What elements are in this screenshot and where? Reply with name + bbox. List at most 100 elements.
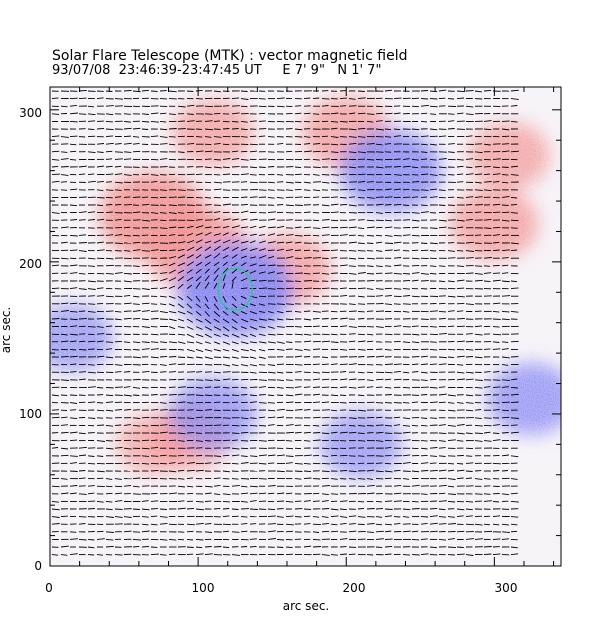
field-vector (411, 470, 420, 473)
field-vector (96, 241, 104, 244)
field-vector (510, 203, 518, 206)
field-vector (240, 431, 249, 434)
field-vector (105, 485, 113, 488)
field-vector (339, 500, 348, 502)
field-vector (186, 269, 193, 274)
field-vector (294, 128, 303, 131)
field-vector (267, 508, 276, 511)
field-vector (276, 386, 284, 389)
field-vector (402, 417, 410, 420)
field-vector (366, 226, 375, 229)
field-vector (213, 311, 221, 317)
field-vector (438, 523, 447, 525)
field-vector (105, 409, 114, 412)
field-vector (465, 508, 473, 511)
field-vector (222, 386, 230, 389)
field-vector (339, 553, 347, 556)
field-vector (303, 409, 311, 411)
field-vector (267, 303, 276, 305)
field-vector (177, 241, 186, 244)
field-vector (429, 272, 437, 275)
field-vector (159, 522, 168, 525)
field-vector (384, 242, 394, 244)
field-vector (240, 277, 248, 282)
field-vector (213, 267, 220, 274)
field-vector (258, 440, 267, 442)
field-vector (492, 181, 500, 183)
field-vector (69, 470, 78, 472)
field-vector (51, 173, 60, 176)
field-vector (177, 348, 185, 351)
field-vector (501, 272, 509, 274)
field-vector (294, 447, 302, 450)
field-vector (474, 211, 482, 214)
field-vector (213, 379, 221, 381)
field-vector (195, 379, 204, 381)
field-vector (303, 500, 311, 502)
field-vector (438, 219, 447, 222)
field-vector (321, 554, 330, 556)
field-vector (447, 485, 455, 488)
field-vector (366, 310, 374, 312)
field-vector (222, 454, 230, 457)
field-vector (267, 409, 276, 412)
field-vector (294, 333, 303, 336)
field-vector (456, 173, 464, 176)
field-vector (240, 386, 248, 389)
field-vector (321, 462, 330, 465)
field-vector (240, 158, 249, 161)
field-vector (303, 318, 312, 321)
field-vector (456, 317, 465, 320)
field-vector (501, 470, 509, 472)
field-vector (384, 394, 392, 396)
field-vector (177, 363, 186, 366)
field-vector (195, 500, 204, 503)
field-vector (492, 424, 500, 426)
field-vector (177, 440, 185, 442)
field-vector (231, 225, 240, 229)
field-vector (240, 500, 248, 503)
field-vector (231, 364, 239, 367)
field-vector (69, 249, 78, 252)
field-vector (465, 196, 474, 198)
field-vector (330, 257, 338, 259)
plot-subtitle: 93/07/08 23:46:39-23:47:45 UT E 7' 9" N … (52, 63, 382, 78)
field-vector (366, 333, 374, 336)
field-vector (123, 89, 132, 92)
field-vector (87, 310, 96, 313)
field-vector (195, 356, 203, 359)
field-vector (492, 310, 500, 313)
field-vector (222, 158, 231, 160)
field-vector (294, 295, 303, 297)
field-vector (141, 508, 150, 511)
field-vector (429, 507, 438, 510)
field-vector (69, 340, 77, 343)
field-vector (510, 242, 519, 245)
field-vector (258, 279, 267, 282)
field-vector (222, 326, 230, 332)
field-vector (429, 310, 438, 312)
field-vector (438, 332, 447, 335)
field-vector (438, 89, 447, 92)
field-vector (357, 516, 366, 518)
field-vector (204, 462, 212, 464)
field-vector (276, 181, 284, 183)
field-vector (249, 256, 257, 259)
field-vector (123, 135, 132, 138)
field-vector (384, 523, 392, 526)
field-vector (510, 249, 518, 252)
field-vector (330, 530, 339, 533)
field-vector (474, 151, 483, 154)
field-vector (456, 462, 464, 465)
field-vector (375, 112, 383, 115)
field-vector (393, 241, 402, 244)
field-vector (321, 318, 329, 320)
field-vector (240, 516, 248, 518)
field-vector (69, 363, 77, 366)
field-vector (339, 516, 348, 518)
field-vector (456, 219, 465, 222)
field-vector (240, 447, 249, 450)
field-vector (60, 454, 69, 457)
field-vector (150, 333, 159, 336)
field-vector (303, 150, 312, 153)
